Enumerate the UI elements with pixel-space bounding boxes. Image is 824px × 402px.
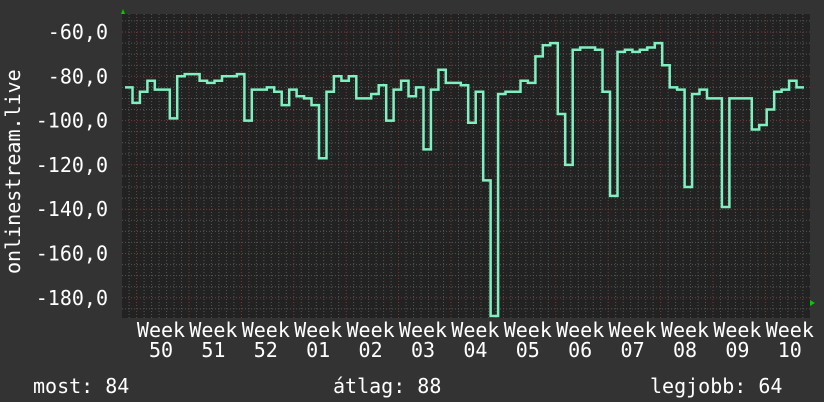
y-axis-title: onlinestream.live (1, 69, 25, 274)
x-tick-label: Week 52 (241, 318, 290, 362)
x-tick-label: Week 50 (136, 318, 186, 362)
x-tick-label: Week 01 (294, 318, 343, 362)
x-tick-label: Week 06 (556, 318, 605, 362)
x-tick-label: Week 10 (765, 318, 814, 362)
x-tick-label: Week 04 (451, 318, 500, 362)
plot-area (122, 14, 810, 318)
x-tick-label: Week 02 (346, 318, 395, 362)
x-tick-label: Week 03 (398, 318, 448, 362)
x-tick-label: Week 05 (503, 318, 552, 362)
x-tick-label: Week 07 (608, 318, 657, 362)
legend-average: átlag: 88 (333, 374, 442, 398)
grid (122, 14, 810, 318)
y-tick-label: -120,0 (36, 153, 108, 177)
y-tick-label: -140,0 (36, 197, 108, 221)
series-line (125, 41, 804, 318)
y-axis-arrow-icon (121, 9, 125, 14)
y-axis-ticks: -60,0 -80,0 -100,0 -120,0 -140,0 -160,0 -180,0 (36, 20, 108, 310)
legend-max: legjobb: 64 (650, 374, 783, 398)
x-tick-label: Week 51 (189, 318, 238, 362)
y-tick-label: -160,0 (36, 242, 108, 266)
y-tick-label: -80,0 (48, 64, 108, 88)
legend-current: most: 84 (33, 374, 130, 398)
y-tick-label: -180,0 (36, 286, 108, 310)
x-tick-label: Week 09 (713, 318, 762, 362)
x-axis-arrow-icon (810, 300, 815, 306)
y-tick-label: -100,0 (36, 109, 108, 133)
x-tick-label: Week 08 (660, 318, 710, 362)
y-tick-label: -60,0 (48, 20, 108, 44)
